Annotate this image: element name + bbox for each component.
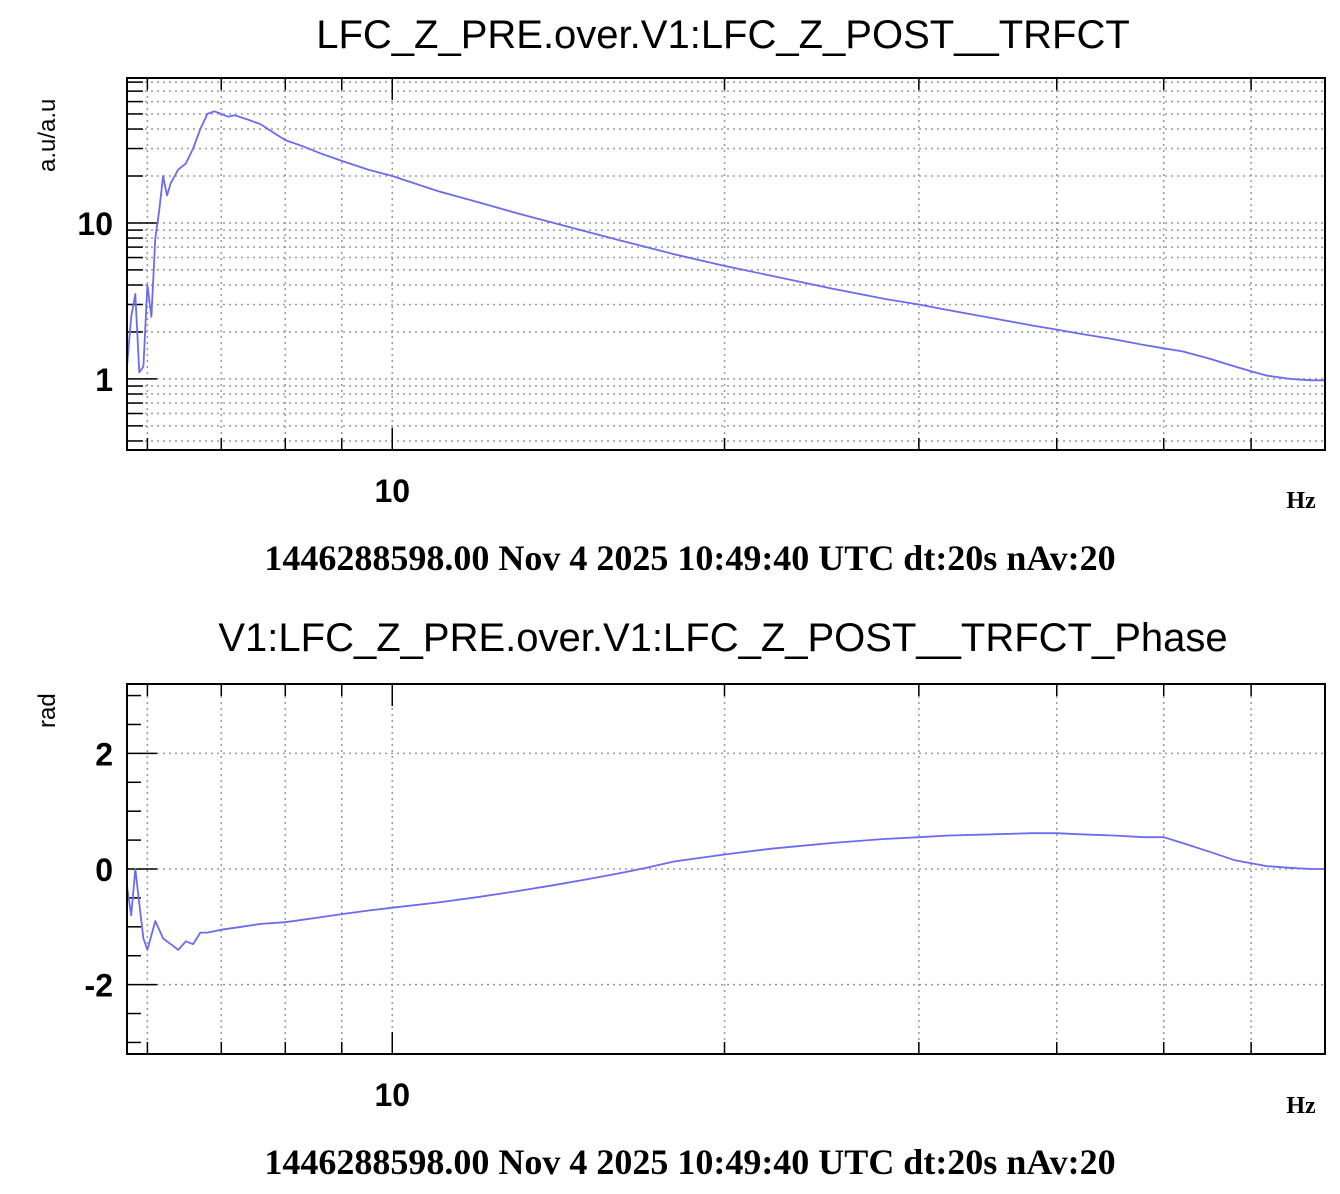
magnitude-footer: 1446288598.00 Nov 4 2025 10:49:40 UTC dt… [264,538,1115,578]
y-tick-label: 10 [77,206,113,242]
x-tick-label: 10 [374,473,410,509]
magnitude-xlabel: Hz [1286,488,1316,514]
x-tick-label: 10 [374,1077,410,1113]
phase-footer: 1446288598.00 Nov 4 2025 10:49:40 UTC dt… [264,1142,1115,1182]
phase-ylabel: rad [34,693,61,728]
magnitude-axis-ticks [127,78,1252,450]
magnitude-title: LFC_Z_PRE.over.V1:LFC_Z_POST__TRFCT [316,13,1130,57]
phase-plot-frame [126,683,1326,1055]
magnitude-ylabel: a.u/a.u [34,99,61,172]
magnitude-plot-frame [126,77,1326,451]
phase-grid [127,684,1325,1054]
y-tick-label: 1 [95,362,113,398]
phase-xlabel: Hz [1286,1093,1316,1119]
magnitude-chart: LFC_Z_PRE.over.V1:LFC_Z_POST__TRFCT a.u/… [34,13,1326,578]
magnitude-grid [127,78,1325,450]
magnitude-tick-labels: 10 1 10 [77,206,410,509]
y-tick-label: -2 [85,968,113,1004]
phase-series-line [126,832,1325,951]
y-tick-label: 0 [95,852,113,888]
phase-chart: V1:LFC_Z_PRE.over.V1:LFC_Z_POST__TRFCT_P… [34,616,1326,1182]
phase-axis-ticks [127,684,1252,1054]
y-tick-label: 2 [95,736,113,772]
magnitude-series-line [126,110,1325,382]
phase-tick-labels: 10 -2 0 2 [85,736,411,1113]
phase-title: V1:LFC_Z_PRE.over.V1:LFC_Z_POST__TRFCT_P… [218,616,1227,660]
